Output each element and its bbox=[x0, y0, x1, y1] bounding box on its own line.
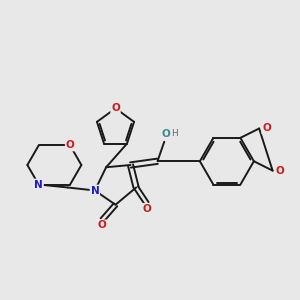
Text: O: O bbox=[98, 220, 107, 230]
Text: O: O bbox=[111, 103, 120, 113]
Text: O: O bbox=[262, 124, 271, 134]
Text: N: N bbox=[34, 179, 43, 190]
Text: O: O bbox=[66, 140, 74, 151]
Text: N: N bbox=[91, 185, 99, 196]
Text: H: H bbox=[171, 129, 177, 138]
Text: O: O bbox=[276, 166, 284, 176]
Text: O: O bbox=[162, 128, 170, 139]
Text: O: O bbox=[142, 204, 151, 214]
